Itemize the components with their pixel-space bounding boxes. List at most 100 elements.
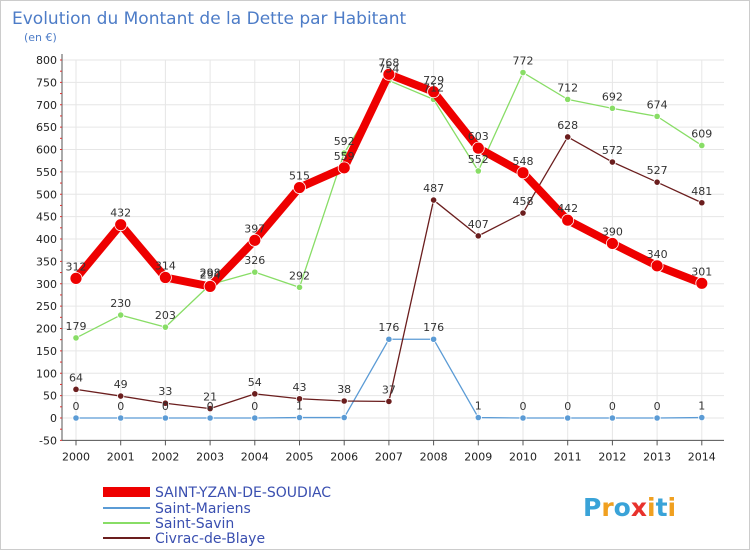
- data-label-saint-mariens: 0: [609, 400, 616, 413]
- chart-subtitle: (en €): [24, 31, 57, 44]
- x-tick-label: 2002: [151, 450, 179, 463]
- logo-letter: x: [631, 493, 647, 522]
- data-label-saint-yzan-de-soudiac: 312: [66, 260, 87, 273]
- x-tick-label: 2000: [62, 450, 90, 463]
- data-point-saint-mariens: [206, 414, 214, 422]
- data-label-civrac-de-blaye: 628: [557, 119, 578, 132]
- y-tick-label: 200: [36, 323, 57, 336]
- data-point-saint-savin: [161, 323, 169, 331]
- data-point-saint-yzan-de-soudiac: [516, 166, 530, 180]
- data-label-civrac-de-blaye: 407: [468, 218, 489, 231]
- data-label-saint-mariens: 0: [251, 400, 258, 413]
- data-label-saint-yzan-de-soudiac: 559: [334, 150, 355, 163]
- y-tick-label: 0: [50, 412, 57, 425]
- y-tick-label: 800: [36, 54, 57, 67]
- data-label-civrac-de-blaye: 37: [382, 383, 396, 396]
- axes: -500501001502002503003504004505005506006…: [36, 54, 724, 463]
- data-point-saint-mariens: [474, 413, 482, 422]
- x-tick-label: 2010: [509, 450, 537, 463]
- logo-letter: t: [656, 493, 668, 522]
- data-label-civrac-de-blaye: 487: [423, 182, 444, 195]
- data-label-saint-yzan-de-soudiac: 515: [289, 170, 310, 183]
- legend-label: Saint-Mariens: [155, 501, 251, 517]
- data-label-saint-mariens: 1: [296, 400, 303, 413]
- data-point-saint-mariens: [117, 414, 125, 422]
- data-point-civrac-de-blaye: [251, 390, 259, 398]
- data-label-civrac-de-blaye: 64: [69, 371, 83, 384]
- data-label-saint-savin: 298: [200, 267, 221, 280]
- data-point-saint-mariens: [429, 335, 438, 343]
- data-label-saint-yzan-de-soudiac: 729: [423, 74, 444, 87]
- x-tick-label: 2007: [375, 450, 403, 463]
- data-label-saint-savin: 712: [557, 81, 578, 94]
- y-tick-label: 650: [36, 121, 57, 134]
- data-label-saint-mariens: 1: [475, 400, 482, 413]
- logo-letter: o: [614, 493, 631, 522]
- y-tick-label: 700: [36, 99, 57, 112]
- data-label-saint-savin: 230: [110, 297, 131, 310]
- data-label-saint-savin: 203: [155, 309, 176, 322]
- data-point-saint-savin: [72, 334, 80, 342]
- data-point-saint-yzan-de-soudiac: [337, 161, 351, 175]
- data-point-civrac-de-blaye: [474, 232, 482, 240]
- x-tick-label: 2014: [688, 450, 716, 463]
- x-tick-label: 2008: [420, 450, 448, 463]
- y-tick-label: -50: [39, 434, 57, 447]
- data-point-civrac-de-blaye: [519, 209, 527, 217]
- y-tick-label: 350: [36, 255, 57, 268]
- data-point-saint-savin: [519, 68, 527, 77]
- series-lines: [69, 67, 709, 422]
- data-label-saint-yzan-de-soudiac: 768: [378, 56, 399, 69]
- data-label-saint-yzan-de-soudiac: 301: [691, 265, 712, 278]
- chart-title: Evolution du Montant de la Dette par Hab…: [12, 9, 407, 29]
- data-point-saint-mariens: [608, 414, 617, 422]
- data-label-saint-savin: 592: [334, 135, 355, 148]
- data-label-civrac-de-blaye: 572: [602, 144, 623, 157]
- data-point-civrac-de-blaye: [117, 392, 125, 400]
- data-point-saint-mariens: [698, 413, 706, 422]
- data-label-saint-savin: 609: [691, 127, 712, 140]
- y-tick-label: 500: [36, 188, 57, 201]
- legend-label: SAINT-YZAN-DE-SOUDIAC: [155, 485, 331, 501]
- data-point-saint-yzan-de-soudiac: [158, 271, 172, 284]
- legend-label: Saint-Savin: [155, 516, 234, 532]
- data-label-civrac-de-blaye: 458: [513, 195, 534, 208]
- data-label-civrac-de-blaye: 54: [248, 376, 262, 389]
- data-label-saint-savin: 692: [602, 90, 623, 103]
- data-point-saint-mariens: [251, 414, 259, 422]
- data-labels: 0 0 0 0 0 1 176 176 1 0 0 0 0 1 179 230 203 298 326 292 592 7…: [66, 55, 713, 413]
- y-tick-label: 550: [36, 166, 57, 179]
- x-tick-label: 2004: [241, 450, 269, 463]
- y-tick-label: 600: [36, 144, 57, 157]
- data-point-saint-yzan-de-soudiac: [69, 271, 83, 285]
- data-point-saint-yzan-de-soudiac: [114, 218, 128, 232]
- data-label-civrac-de-blaye: 49: [114, 378, 128, 391]
- data-point-civrac-de-blaye: [206, 405, 214, 413]
- data-point-saint-mariens: [653, 414, 661, 422]
- data-point-saint-savin: [564, 95, 572, 103]
- logo-letter: r: [601, 493, 614, 522]
- data-label-saint-yzan-de-soudiac: 340: [647, 248, 668, 261]
- data-label-saint-yzan-de-soudiac: 314: [155, 259, 176, 272]
- data-point-saint-yzan-de-soudiac: [606, 237, 619, 250]
- data-label-saint-yzan-de-soudiac: 397: [244, 222, 265, 235]
- data-point-civrac-de-blaye: [653, 178, 661, 186]
- data-point-saint-mariens: [161, 414, 169, 422]
- data-label-saint-mariens: 0: [207, 400, 214, 413]
- data-point-saint-savin: [474, 167, 482, 175]
- data-label-saint-mariens: 0: [520, 400, 527, 413]
- data-point-saint-yzan-de-soudiac: [203, 280, 217, 293]
- data-label-saint-yzan-de-soudiac: 390: [602, 225, 623, 238]
- y-tick-label: 250: [36, 300, 57, 313]
- y-tick-label: 450: [36, 211, 57, 224]
- data-point-saint-mariens: [519, 414, 527, 422]
- data-point-saint-yzan-de-soudiac: [427, 85, 441, 99]
- data-label-saint-yzan-de-soudiac: 442: [557, 202, 578, 215]
- data-label-saint-mariens: 176: [423, 321, 444, 334]
- data-point-saint-yzan-de-soudiac: [382, 67, 396, 81]
- x-tick-label: 2001: [107, 450, 135, 463]
- data-point-saint-savin: [295, 283, 304, 291]
- data-point-saint-yzan-de-soudiac: [650, 259, 664, 273]
